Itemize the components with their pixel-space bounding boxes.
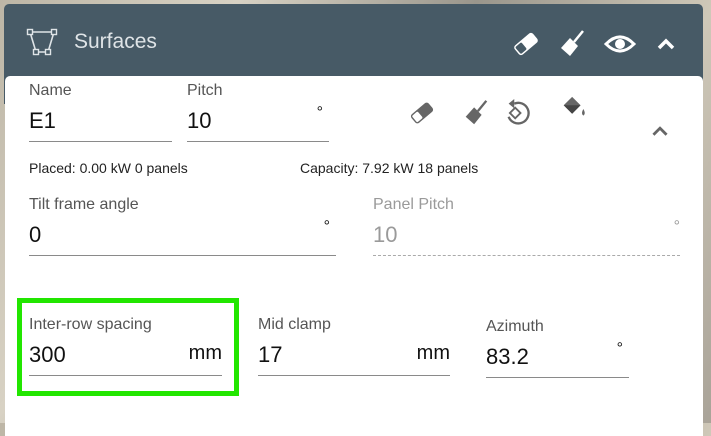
highlight-box — [17, 298, 239, 396]
eraser-icon[interactable] — [510, 28, 542, 60]
panel-pitch-value: 10 — [373, 222, 398, 247]
mid-clamp-value[interactable]: 17 — [258, 342, 283, 367]
pitch-value[interactable]: 10 — [187, 108, 212, 133]
panel-pitch-field: Panel Pitch 10 ° — [373, 196, 680, 258]
pitch-label: Pitch — [187, 82, 223, 99]
name-value[interactable]: E1 — [29, 108, 56, 133]
inter-row-spacing-field[interactable]: Inter-row spacing 300 mm — [29, 316, 222, 378]
azimuth-unit: ° — [616, 340, 623, 357]
paint-bucket-icon[interactable] — [559, 94, 589, 124]
mid-clamp-label: Mid clamp — [258, 316, 331, 333]
panel-title: Surfaces — [74, 30, 157, 53]
name-field[interactable]: Name E1 — [29, 82, 172, 144]
eraser-icon[interactable] — [407, 98, 437, 128]
inter-row-label: Inter-row spacing — [29, 316, 152, 333]
panel-pitch-label: Panel Pitch — [373, 196, 454, 213]
tilt-value[interactable]: 0 — [29, 222, 42, 247]
placed-info: Placed: 0.00 kW 0 panels — [29, 160, 188, 176]
rotate-icon[interactable] — [503, 98, 533, 128]
tilt-frame-angle-field[interactable]: Tilt frame angle 0 ° — [29, 196, 336, 258]
polygon-surface-icon — [26, 28, 58, 56]
mid-clamp-field[interactable]: Mid clamp 17 mm — [258, 316, 450, 378]
surface-settings-card: Name E1 Pitch 10 ° Placed: 0.00 kW 0 pan… — [5, 76, 703, 436]
tilt-unit: ° — [323, 218, 330, 235]
name-label: Name — [29, 82, 72, 99]
chevron-up-icon[interactable] — [650, 28, 682, 60]
pitch-field[interactable]: Pitch 10 ° — [187, 82, 329, 144]
azimuth-value[interactable]: 83.2 — [486, 344, 529, 369]
mid-clamp-unit: mm — [416, 342, 450, 364]
azimuth-label: Azimuth — [486, 318, 544, 335]
inter-row-unit: mm — [188, 342, 222, 364]
azimuth-field[interactable]: Azimuth 83.2 ° — [486, 318, 629, 380]
pitch-unit: ° — [316, 104, 323, 121]
inter-row-value[interactable]: 300 — [29, 342, 66, 367]
eye-icon[interactable] — [604, 28, 636, 60]
tilt-label: Tilt frame angle — [29, 196, 139, 213]
broom-icon[interactable] — [556, 28, 588, 60]
broom-icon[interactable] — [461, 98, 491, 128]
chevron-up-icon[interactable] — [645, 116, 675, 146]
panel-pitch-unit: ° — [673, 218, 680, 235]
capacity-info: Capacity: 7.92 kW 18 panels — [300, 160, 479, 176]
